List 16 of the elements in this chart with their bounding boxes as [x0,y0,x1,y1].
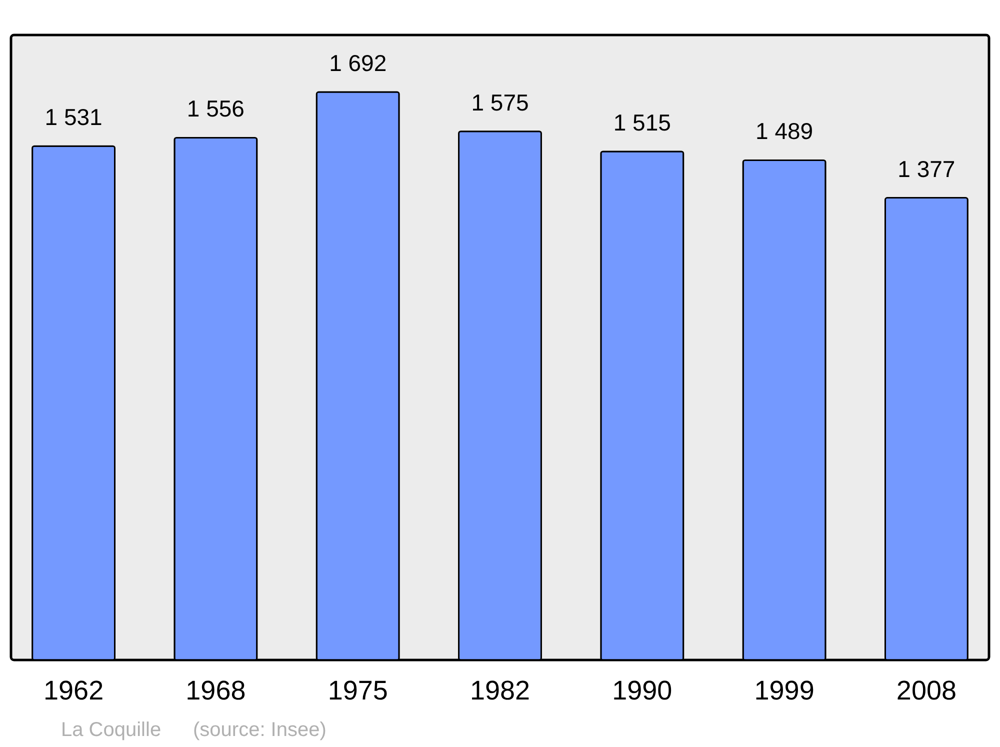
x-tick-label: 1968 [186,676,246,706]
data-label: 1 575 [471,89,529,116]
x-tick-label: 1962 [44,676,104,706]
text: La Coquille [61,719,162,741]
data-label: 1 692 [329,50,387,76]
x-tick-label: 1990 [612,676,672,706]
data-label: 1 515 [613,109,671,136]
data-label: 1 531 [44,104,102,130]
x-tick-label: 1999 [754,676,814,706]
x-tick-label: 1975 [328,676,388,706]
data-label: 1 489 [756,118,814,144]
data-label: 1 556 [186,96,244,122]
x-tick-label: 1982 [470,676,530,706]
x-tick-label: 2008 [896,676,956,706]
text: (source: Insee) [193,719,326,741]
data-label: 1 377 [898,156,956,182]
